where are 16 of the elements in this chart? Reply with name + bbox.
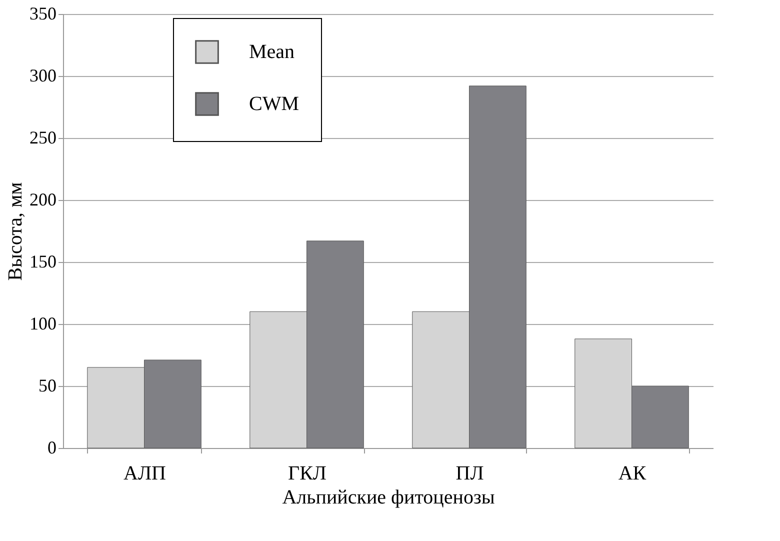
y-tick-label: 300 — [30, 66, 56, 86]
y-tick-label: 200 — [30, 190, 56, 210]
y-tick-label: 150 — [30, 252, 56, 272]
y-axis-title: Высота, мм — [4, 182, 26, 281]
y-tick-label: 100 — [30, 314, 56, 334]
y-tick-label: 0 — [48, 438, 56, 458]
y-tick-label: 350 — [30, 4, 56, 24]
x-axis-title: Альпийские фитоценозы — [282, 486, 495, 508]
x-tick-label: АК — [618, 462, 647, 484]
legend-label: Mean — [249, 41, 295, 63]
y-tick-label: 50 — [38, 376, 56, 396]
x-tick-label: АЛП — [124, 462, 166, 484]
y-tick-label: 250 — [30, 128, 56, 148]
legend-label: CWM — [249, 93, 300, 115]
x-tick-label: ГКЛ — [288, 462, 326, 484]
x-tick-label: ПЛ — [456, 462, 484, 484]
